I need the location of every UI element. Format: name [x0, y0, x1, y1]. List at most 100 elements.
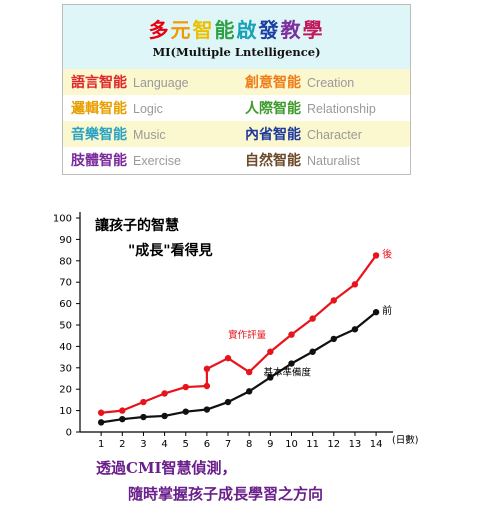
mi-title-char: 啟 [236, 18, 259, 42]
data-point [330, 297, 337, 304]
mi-intelligence-item: 邏輯智能 Logic [71, 95, 163, 121]
mi-title-char: 多 [148, 18, 171, 42]
mi-item-chinese-label: 內省智能 [245, 127, 301, 143]
y-tick-label: 0 [66, 428, 72, 439]
mi-intelligence-item: 音樂智能 Music [71, 121, 166, 147]
y-tick-label: 10 [59, 406, 72, 417]
mi-table-row: 音樂智能 Music 內省智能 Character [63, 121, 410, 147]
data-point [97, 409, 105, 416]
mi-intelligence-item: 肢體智能 Exercise [71, 147, 181, 173]
y-tick-label: 30 [59, 363, 72, 374]
mi-intelligence-item: 人際智能 Relationship [245, 95, 376, 121]
mi-intelligence-item: 創意智能 Creation [245, 69, 354, 95]
caption-line1: 透過CMI智慧偵測， [96, 459, 237, 477]
x-tick-label: 12 [327, 439, 340, 450]
mi-table-subtitle: MI(Multiple Lntelligence) [152, 45, 321, 59]
mi-title-char: 學 [302, 18, 325, 42]
data-point [309, 315, 316, 322]
data-point [288, 331, 295, 338]
data-point [182, 383, 189, 391]
data-point [372, 308, 380, 316]
mi-intelligence-item: 自然智能 Naturalist [245, 147, 360, 173]
y-tick-label: 60 [59, 299, 72, 310]
y-tick-label: 70 [59, 278, 72, 289]
data-point [351, 326, 359, 333]
y-tick-label: 20 [59, 385, 72, 396]
data-point [245, 368, 253, 376]
mi-table-row: 邏輯智能 Logic 人際智能 Relationship [63, 95, 410, 121]
x-tick-label: 4 [161, 439, 167, 450]
data-point [224, 354, 232, 362]
x-tick-label: 2 [119, 439, 125, 450]
data-point [351, 281, 359, 288]
data-point [288, 360, 295, 367]
x-tick-label: 14 [370, 439, 383, 450]
series-end-label: 後 [382, 247, 392, 260]
mi-item-english-label: Exercise [133, 154, 181, 168]
mi-title-char: 發 [258, 18, 281, 42]
data-point [267, 348, 274, 355]
series-end-label: 前 [382, 304, 392, 317]
data-point [182, 408, 189, 415]
mi-item-english-label: Creation [307, 76, 355, 90]
mi-item-english-label: Relationship [307, 102, 376, 116]
data-point [161, 412, 168, 420]
data-point [140, 398, 147, 406]
data-point [119, 415, 126, 423]
mi-item-english-label: Character [307, 128, 362, 142]
chart-title-line1: 讓孩子的智慧 [95, 217, 179, 234]
data-point [203, 365, 211, 373]
data-point [372, 252, 380, 259]
mi-table-header: 多元智能啟發教學 MI(Multiple Lntelligence) [63, 5, 410, 69]
data-point [245, 388, 253, 395]
x-tick-label: 5 [183, 439, 189, 450]
mi-item-english-label: Naturalist [307, 154, 360, 168]
mi-title-char: 元 [170, 18, 193, 42]
data-point [119, 407, 126, 414]
mi-table-row: 語言智能 Language 創意智能 Creation [63, 69, 410, 95]
mi-item-chinese-label: 肢體智能 [71, 153, 127, 169]
y-tick-label: 80 [59, 256, 72, 267]
mi-table-title: 多元智能啟發教學 [63, 14, 410, 43]
x-tick-label: 13 [349, 439, 362, 450]
series-name-label: 基本準備度 [263, 366, 311, 378]
y-tick-label: 100 [53, 214, 72, 225]
mi-item-chinese-label: 人際智能 [245, 101, 301, 117]
mi-intelligence-item: 內省智能 Character [245, 121, 362, 147]
x-tick-label: 8 [246, 439, 252, 450]
x-tick-label: 10 [285, 439, 298, 450]
caption-line2: 隨時掌握孩子成長學習之方向 [128, 485, 324, 503]
x-tick-label: 6 [204, 439, 210, 450]
chart-title-line2: "成長"看得見 [128, 242, 213, 259]
series-name-label: 實作評量 [228, 329, 267, 341]
data-point [161, 390, 168, 397]
data-point [267, 374, 274, 381]
mi-title-char: 教 [280, 18, 303, 42]
y-tick-label: 50 [59, 321, 72, 332]
data-point [309, 348, 316, 355]
x-tick-label: 3 [140, 439, 146, 450]
data-point [97, 419, 105, 426]
x-tick-label: 7 [225, 439, 231, 450]
series-line [100, 311, 377, 424]
mi-title-char: 能 [214, 18, 237, 42]
mi-item-chinese-label: 創意智能 [245, 75, 301, 91]
data-point [203, 406, 211, 413]
data-point [330, 335, 337, 343]
mi-item-chinese-label: 語言智能 [71, 75, 127, 91]
x-tick-label: 9 [267, 439, 273, 450]
mi-item-chinese-label: 自然智能 [245, 153, 301, 169]
mi-item-chinese-label: 音樂智能 [71, 127, 127, 143]
mi-item-chinese-label: 邏輯智能 [71, 101, 127, 117]
x-tick-label: 11 [306, 439, 319, 450]
mi-item-english-label: Music [133, 128, 166, 142]
x-axis-unit-label: (日數) [392, 434, 418, 446]
data-point [203, 382, 211, 390]
mi-item-english-label: Logic [133, 102, 163, 116]
y-tick-label: 40 [59, 342, 72, 353]
mi-item-english-label: Language [133, 76, 189, 90]
